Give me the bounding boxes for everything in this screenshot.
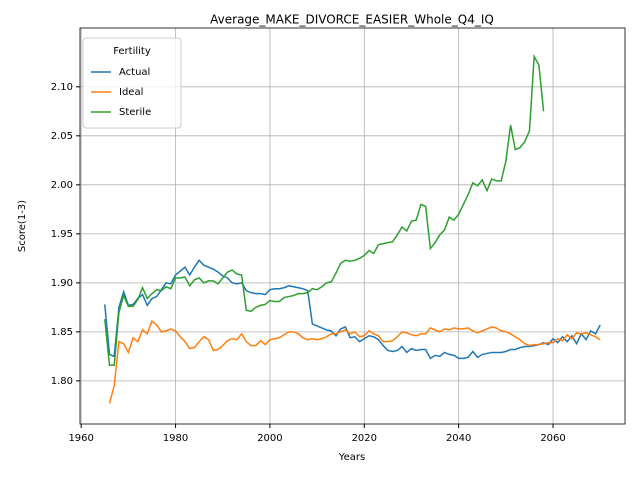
legend-label: Sterile (119, 107, 151, 118)
series-line (104, 259, 601, 360)
y-tick-label: 1.90 (51, 278, 73, 289)
y-tick-label: 2.05 (51, 131, 73, 142)
y-tick-label: 2.00 (51, 180, 73, 191)
y-tick-label: 2.10 (51, 82, 73, 93)
legend-label: Ideal (119, 87, 143, 98)
x-tick-label: 2020 (352, 433, 377, 444)
legend-box (82, 37, 182, 129)
y-tick-label: 1.85 (51, 327, 73, 338)
series-line (108, 319, 601, 404)
y-tick-label: 1.80 (51, 376, 73, 387)
x-tick-label: 1980 (163, 433, 188, 444)
x-axis-label: Years (338, 452, 365, 463)
y-axis-label: Score(1-3) (17, 200, 28, 252)
y-tick-label: 1.95 (51, 229, 73, 240)
axes-frame (79, 27, 626, 425)
x-tick-label: 1960 (68, 433, 93, 444)
series-line (104, 53, 545, 366)
chart-title: Average_MAKE_DIVORCE_EASIER_Whole_Q4_IQ (210, 13, 494, 27)
x-tick-label: 2060 (540, 433, 565, 444)
x-tick-label: 2040 (446, 433, 471, 444)
legend-label: Actual (119, 67, 150, 78)
x-tick-label: 2000 (257, 433, 282, 444)
legend-title: Fertility (113, 46, 151, 57)
